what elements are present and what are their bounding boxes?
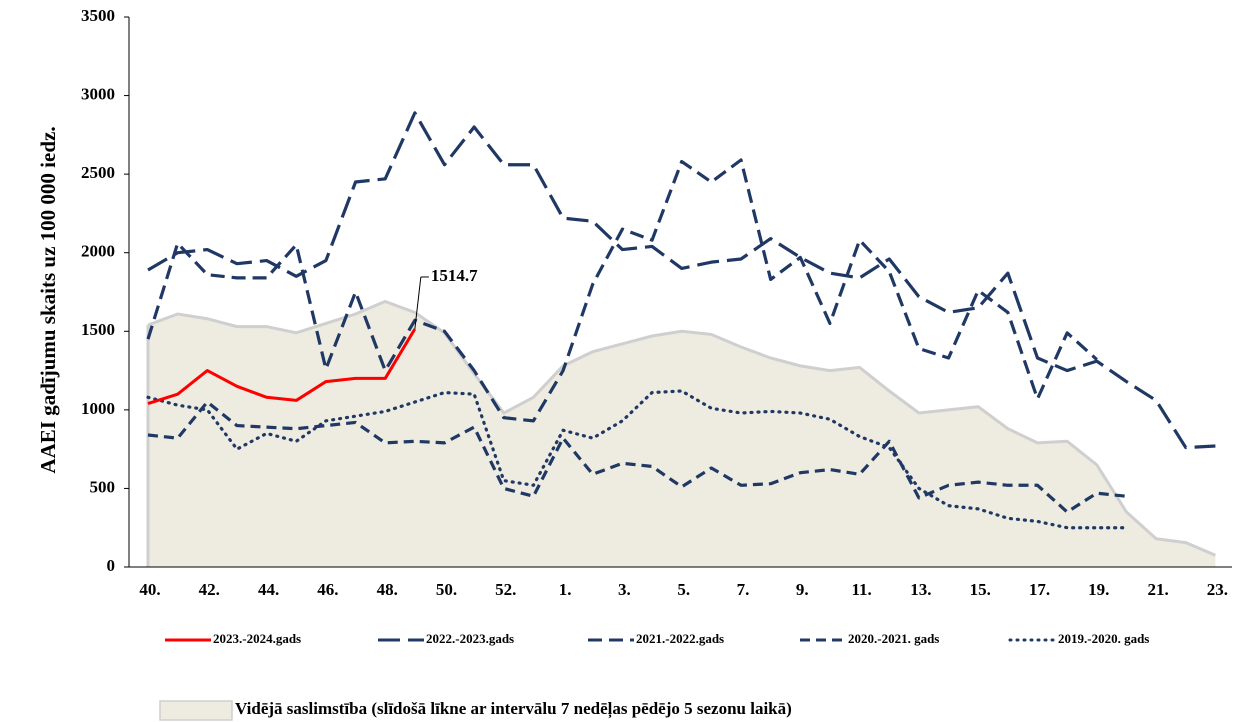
y-tick-label: 3500 <box>81 6 115 25</box>
label-leader <box>414 276 422 330</box>
x-tick-label: 21. <box>1147 580 1168 599</box>
x-tick-label: 3. <box>618 580 631 599</box>
series-line <box>146 158 1098 423</box>
x-tick-label: 5. <box>677 580 690 599</box>
y-tick-label: 0 <box>107 556 116 575</box>
x-tick-label: 23. <box>1207 580 1228 599</box>
x-tick-label: 7. <box>737 580 750 599</box>
y-tick-label: 2500 <box>81 163 115 182</box>
legend-label: 2020.-2021. gads <box>848 631 939 646</box>
average-edge <box>147 299 1216 557</box>
y-tick-label: 1500 <box>81 320 115 339</box>
x-tick-label: 52. <box>495 580 516 599</box>
legend-label: 2023.-2024.gads <box>213 631 301 646</box>
x-tick-label: 1. <box>559 580 572 599</box>
x-tick-label: 40. <box>139 580 160 599</box>
x-tick-label: 46. <box>317 580 338 599</box>
series-line <box>147 328 417 406</box>
legend-label: 2021.-2022.gads <box>636 631 724 646</box>
x-tick-label: 19. <box>1088 580 1109 599</box>
x-tick-label: 50. <box>436 580 457 599</box>
y-axis-label: AAEI gadījumu skaits uz 100 000 iedz. <box>36 126 60 473</box>
legend-label: 2019.-2020. gads <box>1058 631 1149 646</box>
y-tick-label: 3000 <box>81 84 115 103</box>
x-tick-label: 15. <box>970 580 991 599</box>
y-tick-label: 2000 <box>81 242 115 261</box>
series-line <box>147 400 1127 514</box>
data-label: 1514.7 <box>431 266 478 285</box>
x-tick-label: 13. <box>910 580 931 599</box>
y-tick-label: 1000 <box>81 399 115 418</box>
x-tick-label: 44. <box>258 580 279 599</box>
x-tick-label: 17. <box>1029 580 1050 599</box>
x-tick-label: 48. <box>377 580 398 599</box>
legend-label: 2022.-2023.gads <box>426 631 514 646</box>
legend-swatch <box>159 700 233 721</box>
x-tick-label: 42. <box>199 580 220 599</box>
average-area <box>148 301 1216 567</box>
series-line <box>147 111 1216 450</box>
x-tick-label: 9. <box>796 580 809 599</box>
series-line <box>146 389 1129 530</box>
y-tick-label: 500 <box>90 477 116 496</box>
x-tick-label: 11. <box>851 580 871 599</box>
legend-label: Vidējā saslimstība (slīdošā līkne ar int… <box>235 699 792 719</box>
